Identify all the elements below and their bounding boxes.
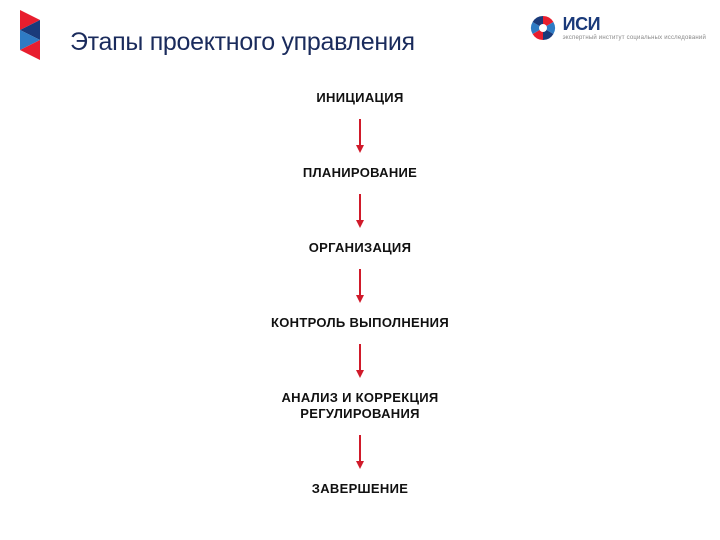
top-left-logo bbox=[10, 10, 60, 66]
arrow-down-icon bbox=[354, 344, 366, 380]
flow-container: ИНИЦИАЦИЯ ПЛАНИРОВАНИЕ ОРГАНИЗАЦИЯ КОНТРОЛЬ… bbox=[0, 90, 720, 498]
isi-subtitle: экспертный институт социальных исследова… bbox=[563, 35, 706, 42]
flow-step: ОРГАНИЗАЦИЯ bbox=[309, 240, 411, 257]
flow-step: ЗАВЕРШЕНИЕ bbox=[312, 481, 408, 498]
page-title: Этапы проектного управления bbox=[70, 28, 415, 57]
isi-circle-icon bbox=[529, 14, 557, 42]
flow-step: КОНТРОЛЬ ВЫПОЛНЕНИЯ bbox=[271, 315, 449, 332]
isi-brand: ИСИ bbox=[563, 14, 706, 35]
arrow-down-icon bbox=[354, 269, 366, 305]
arrow-down-icon bbox=[354, 119, 366, 155]
arrow-down-icon bbox=[354, 194, 366, 230]
flow-step: ПЛАНИРОВАНИЕ bbox=[303, 165, 417, 182]
flow-step: АНАЛИЗ И КОРРЕКЦИЯ РЕГУЛИРОВАНИЯ bbox=[281, 390, 438, 424]
top-right-logo: ИСИ экспертный институт социальных иссле… bbox=[529, 14, 706, 42]
triangle-logo-icon bbox=[10, 10, 50, 66]
flow-step: ИНИЦИАЦИЯ bbox=[316, 90, 403, 107]
isi-logo-text: ИСИ экспертный институт социальных иссле… bbox=[563, 14, 706, 42]
arrow-down-icon bbox=[354, 435, 366, 471]
